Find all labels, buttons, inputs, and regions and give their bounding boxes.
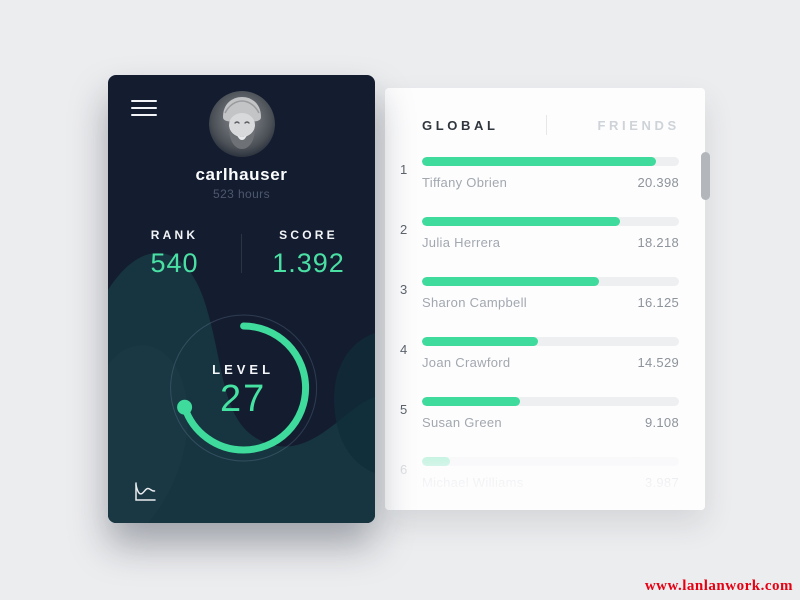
stats-row: RANK 540 SCORE 1.392 — [108, 228, 375, 279]
player-name: Susan Green — [422, 415, 502, 430]
player-score: 16.125 — [637, 295, 679, 310]
rank-value: 540 — [150, 248, 199, 278]
tab-divider — [546, 115, 548, 135]
tab-friends[interactable]: FRIENDS — [597, 117, 680, 133]
score-bar-track — [422, 277, 679, 286]
player-name: Joan Crawford — [422, 355, 511, 370]
score-bar-fill — [422, 397, 520, 406]
line-chart-icon[interactable] — [132, 481, 158, 503]
leaderboard-panel: GLOBAL FRIENDS 1 Tiffany Obrien 20.398 2… — [385, 88, 710, 510]
leaderboard-list: 1 Tiffany Obrien 20.398 2 Julia Herrera … — [400, 157, 679, 490]
rank-number: 5 — [400, 402, 408, 417]
player-score: 9.108 — [644, 415, 679, 430]
score-bar-fill — [422, 157, 656, 166]
rank-label: RANK — [150, 228, 199, 242]
player-name: Julia Herrera — [422, 235, 501, 250]
hours-played: 523 hours — [213, 187, 270, 201]
score-stat: SCORE 1.392 — [242, 228, 375, 279]
player-name: Michael Williams — [422, 475, 524, 490]
rank-stat: RANK 540 — [108, 228, 241, 279]
leaderboard-row[interactable]: 1 Tiffany Obrien 20.398 — [400, 157, 679, 190]
leaderboard-row[interactable]: 4 Joan Crawford 14.529 — [400, 337, 679, 370]
player-name: Sharon Campbell — [422, 295, 527, 310]
watermark: www.lanlanwork.com — [644, 578, 793, 594]
leaderboard-row[interactable]: 6 Michael Williams 3.987 — [400, 457, 679, 490]
score-label: SCORE — [279, 228, 338, 242]
score-bar-track — [422, 217, 679, 226]
username: carlhauser — [195, 165, 288, 184]
profile-panel: carlhauser 523 hours RANK 540 SCORE 1.39… — [108, 75, 375, 523]
leaderboard-row[interactable]: 5 Susan Green 9.108 — [400, 397, 679, 430]
score-bar-fill — [422, 337, 538, 346]
background-wave-decoration — [108, 253, 375, 523]
score-bar-track — [422, 157, 679, 166]
scrollbar-thumb[interactable] — [701, 152, 710, 200]
player-score: 20.398 — [637, 175, 679, 190]
menu-icon[interactable] — [131, 100, 157, 116]
player-name: Tiffany Obrien — [422, 175, 508, 190]
avatar — [208, 91, 275, 157]
level-label: LEVEL — [212, 362, 275, 377]
player-score: 14.529 — [637, 355, 679, 370]
level-progress-ring: LEVEL 27 — [163, 308, 323, 468]
rank-number: 6 — [400, 462, 408, 477]
rank-number: 3 — [400, 282, 408, 297]
player-score: 3.987 — [644, 475, 679, 490]
score-value: 1.392 — [272, 248, 345, 278]
score-bar-fill — [422, 217, 620, 226]
score-bar-track — [422, 337, 679, 346]
leaderboard-tabs: GLOBAL FRIENDS — [385, 88, 705, 135]
score-bar-fill — [422, 457, 451, 466]
leaderboard-row[interactable]: 3 Sharon Campbell 16.125 — [400, 277, 679, 310]
stats-divider — [241, 234, 242, 273]
score-bar-track — [422, 457, 679, 466]
score-bar-track — [422, 397, 679, 406]
tab-global[interactable]: GLOBAL — [422, 117, 499, 133]
leaderboard-row[interactable]: 2 Julia Herrera 18.218 — [400, 217, 679, 250]
rank-number: 1 — [400, 162, 408, 177]
player-score: 18.218 — [637, 235, 679, 250]
rank-number: 4 — [400, 342, 408, 357]
score-bar-fill — [422, 277, 600, 286]
level-value: 27 — [219, 378, 267, 420]
rank-number: 2 — [400, 222, 408, 237]
